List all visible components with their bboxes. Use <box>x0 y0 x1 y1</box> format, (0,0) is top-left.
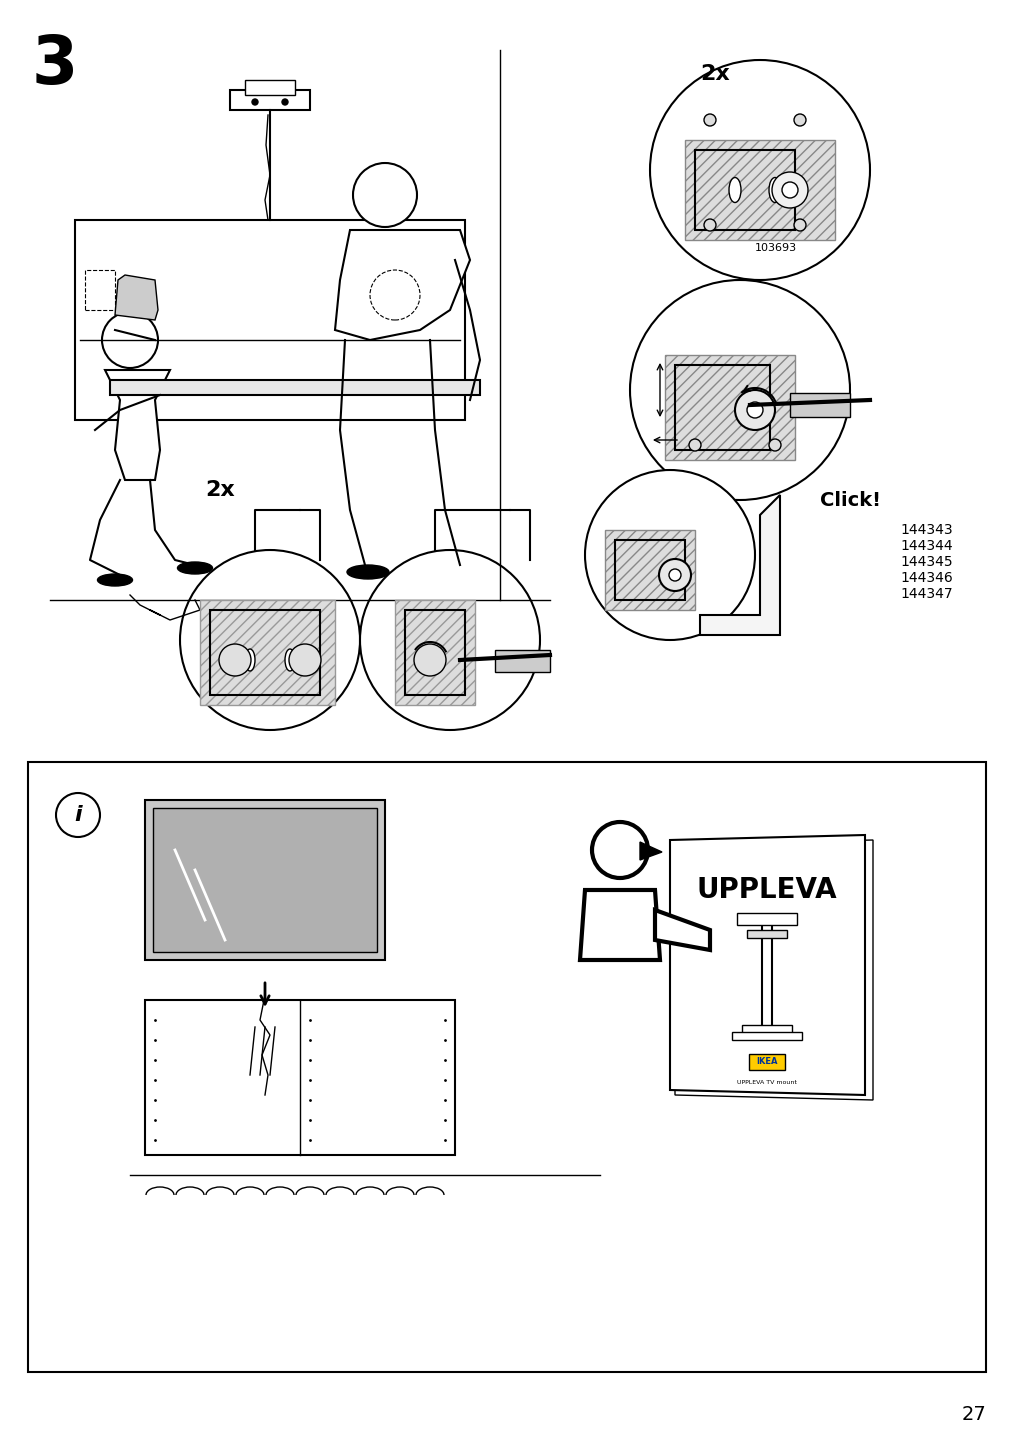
Bar <box>394 600 474 705</box>
Polygon shape <box>700 495 779 634</box>
Circle shape <box>668 569 680 581</box>
Circle shape <box>282 99 288 105</box>
Bar <box>748 1054 785 1070</box>
Ellipse shape <box>245 649 255 672</box>
Polygon shape <box>105 369 170 480</box>
Circle shape <box>704 115 716 126</box>
Ellipse shape <box>347 566 388 579</box>
Circle shape <box>630 281 849 500</box>
Circle shape <box>591 822 647 878</box>
Circle shape <box>102 312 158 368</box>
Circle shape <box>771 172 807 208</box>
Ellipse shape <box>441 566 482 579</box>
Polygon shape <box>335 231 469 339</box>
Bar <box>664 355 795 460</box>
Bar <box>229 90 309 110</box>
Circle shape <box>782 182 798 198</box>
Circle shape <box>584 470 754 640</box>
Bar <box>210 610 319 695</box>
Ellipse shape <box>285 649 295 672</box>
Bar <box>684 140 834 241</box>
Circle shape <box>768 440 780 451</box>
Ellipse shape <box>425 649 435 672</box>
Polygon shape <box>674 841 872 1100</box>
Polygon shape <box>115 275 158 319</box>
Bar <box>731 1032 801 1040</box>
Text: 2x: 2x <box>205 480 235 500</box>
Text: UPPLEVA: UPPLEVA <box>696 876 836 904</box>
Text: 144344: 144344 <box>899 538 951 553</box>
Ellipse shape <box>248 1070 282 1090</box>
Bar <box>605 530 695 610</box>
Bar <box>110 379 479 395</box>
Bar <box>746 929 787 938</box>
Ellipse shape <box>97 574 132 586</box>
Bar <box>736 914 797 925</box>
Polygon shape <box>654 909 710 949</box>
Circle shape <box>353 163 417 228</box>
Text: Click!: Click! <box>819 491 881 510</box>
Bar <box>615 540 684 600</box>
Circle shape <box>218 644 251 676</box>
Circle shape <box>649 60 869 281</box>
Polygon shape <box>669 835 864 1095</box>
Ellipse shape <box>177 561 212 574</box>
Circle shape <box>794 219 805 231</box>
Polygon shape <box>579 891 659 959</box>
Bar <box>245 80 295 95</box>
Ellipse shape <box>768 178 780 202</box>
Text: UPPLEVA TV mount: UPPLEVA TV mount <box>736 1080 796 1084</box>
Text: 144343: 144343 <box>899 523 951 537</box>
Circle shape <box>289 644 320 676</box>
Text: i: i <box>74 805 82 825</box>
Ellipse shape <box>728 178 740 202</box>
Text: 144347: 144347 <box>899 587 951 601</box>
Bar <box>494 650 549 672</box>
Circle shape <box>688 440 701 451</box>
Bar <box>200 600 335 705</box>
Bar <box>85 271 115 309</box>
Bar <box>695 150 795 231</box>
Text: 3: 3 <box>31 32 78 97</box>
Circle shape <box>252 99 258 105</box>
Text: 144345: 144345 <box>899 556 951 569</box>
Bar <box>145 800 384 959</box>
Circle shape <box>734 390 774 430</box>
Bar <box>75 221 464 420</box>
Bar <box>28 762 985 1372</box>
Bar <box>153 808 377 952</box>
Bar <box>790 392 849 417</box>
Text: 144346: 144346 <box>899 571 951 586</box>
Circle shape <box>794 115 805 126</box>
Bar <box>145 1000 455 1156</box>
Text: IKEA: IKEA <box>755 1057 777 1067</box>
Circle shape <box>704 219 716 231</box>
Circle shape <box>56 793 100 836</box>
Circle shape <box>360 550 540 730</box>
Text: 27: 27 <box>960 1405 985 1425</box>
Circle shape <box>658 558 691 591</box>
Bar <box>741 1025 792 1035</box>
Circle shape <box>746 402 762 418</box>
Text: 103693: 103693 <box>754 243 797 253</box>
Circle shape <box>413 644 446 676</box>
Bar <box>129 329 155 349</box>
Bar <box>674 365 769 450</box>
Text: 2x: 2x <box>700 64 729 84</box>
Bar <box>404 610 464 695</box>
Circle shape <box>180 550 360 730</box>
Polygon shape <box>639 842 661 861</box>
Bar <box>219 1015 309 1027</box>
